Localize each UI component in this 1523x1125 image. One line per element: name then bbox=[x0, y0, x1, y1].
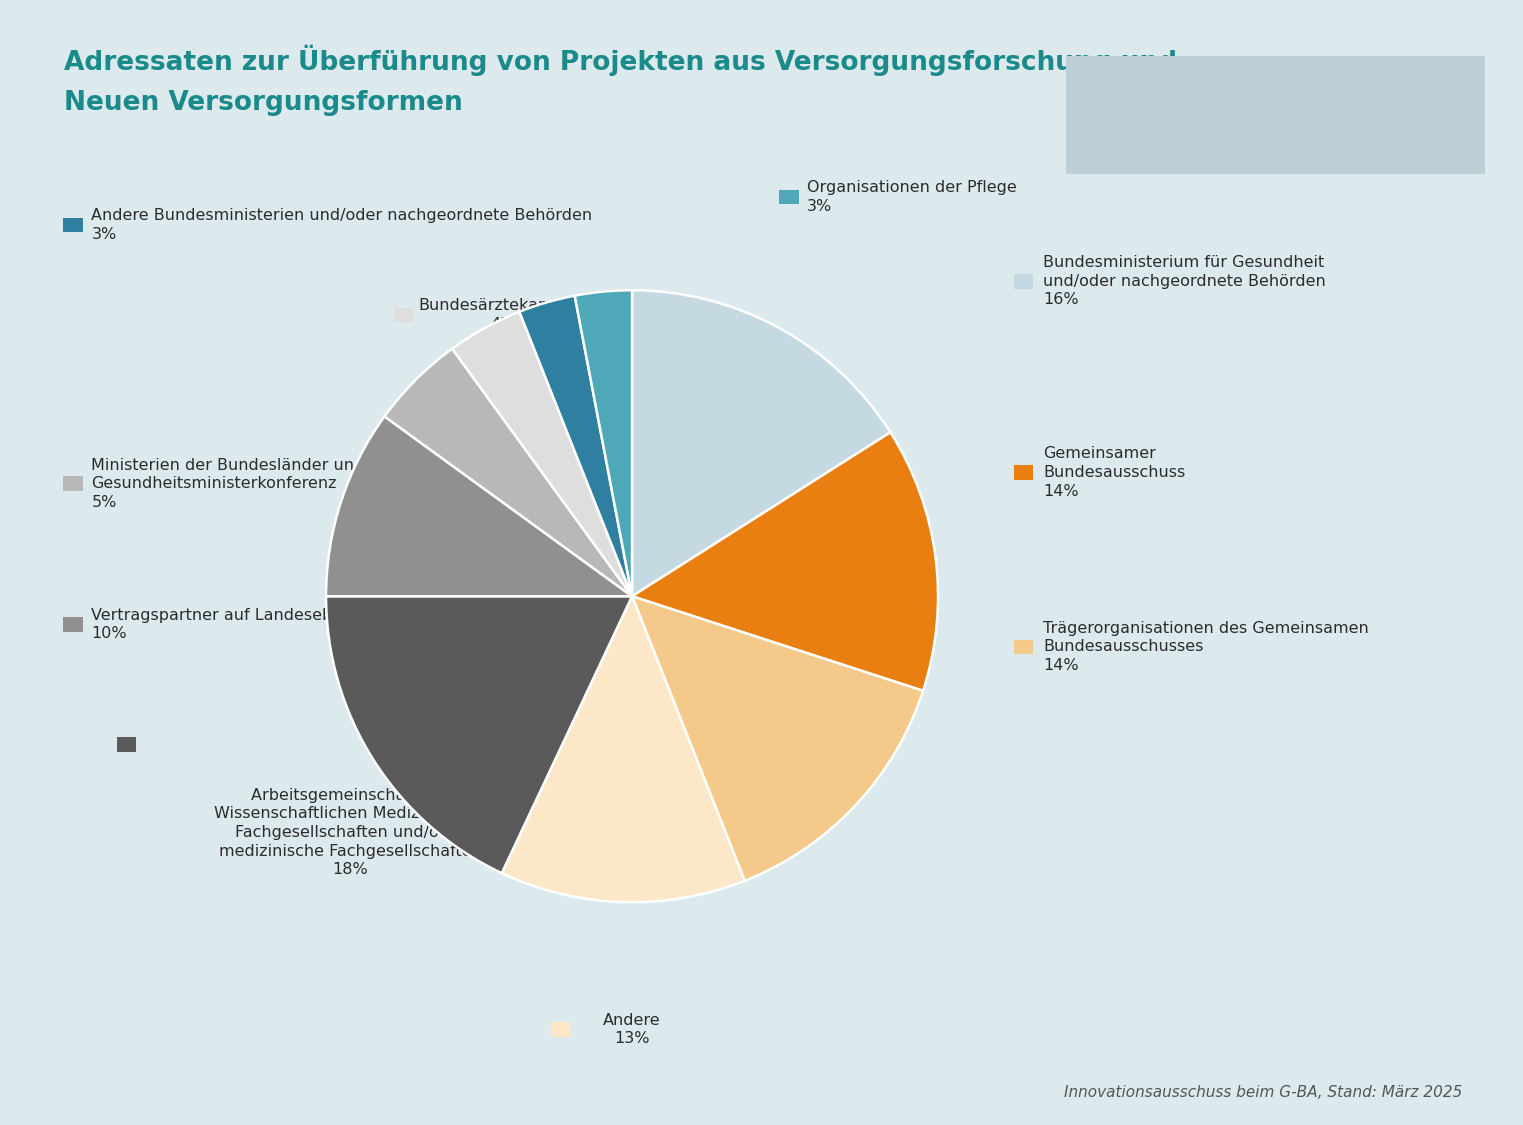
Text: Gemeinsamer
Bundesausschuss
14%: Gemeinsamer Bundesausschuss 14% bbox=[1043, 447, 1185, 498]
Text: empfohlenen Projekte: 159: empfohlenen Projekte: 159 bbox=[1084, 124, 1360, 142]
Wedge shape bbox=[632, 432, 938, 691]
Wedge shape bbox=[632, 290, 891, 596]
FancyBboxPatch shape bbox=[1066, 56, 1485, 174]
Wedge shape bbox=[452, 312, 632, 596]
Text: Trägerorganisationen des Gemeinsamen
Bundesausschusses
14%: Trägerorganisationen des Gemeinsamen Bun… bbox=[1043, 621, 1369, 673]
Wedge shape bbox=[519, 296, 632, 596]
Wedge shape bbox=[501, 596, 745, 902]
Wedge shape bbox=[326, 596, 632, 873]
Text: Adressaten zur Überführung von Projekten aus Versorgungsforschung und: Adressaten zur Überführung von Projekten… bbox=[64, 45, 1177, 76]
Wedge shape bbox=[384, 349, 632, 596]
Bar bbox=[62, 616, 82, 632]
Text: Bundesministerium für Gesundheit
und/oder nachgeordnete Behörden
16%: Bundesministerium für Gesundheit und/ode… bbox=[1043, 255, 1327, 307]
Text: Vertragspartner auf Landesebene
10%: Vertragspartner auf Landesebene 10% bbox=[91, 608, 362, 641]
Text: Arbeitsgemeinschaft der
Wissenschaftlichen Medizinischen
Fachgesellschaften und/: Arbeitsgemeinschaft der Wissenschaftlich… bbox=[215, 788, 486, 878]
Wedge shape bbox=[632, 596, 923, 881]
Bar bbox=[780, 189, 798, 205]
Text: Gesamtzahl der: Gesamtzahl der bbox=[1084, 76, 1243, 94]
Bar bbox=[393, 307, 414, 322]
Text: Bundesärztekammer
4%: Bundesärztekammer 4% bbox=[419, 298, 586, 332]
Text: Neuen Versorgungsformen: Neuen Versorgungsformen bbox=[64, 90, 463, 116]
Bar bbox=[62, 477, 82, 490]
Bar bbox=[550, 1022, 570, 1037]
Bar bbox=[62, 217, 82, 232]
Text: Organisationen der Pflege
3%: Organisationen der Pflege 3% bbox=[807, 180, 1017, 214]
Bar bbox=[1014, 639, 1033, 654]
Wedge shape bbox=[326, 416, 632, 596]
Bar bbox=[1014, 273, 1033, 288]
Text: Ministerien der Bundesländer und/oder
Gesundheitsministerkonferenz
5%: Ministerien der Bundesländer und/oder Ge… bbox=[91, 458, 407, 510]
Bar bbox=[116, 738, 137, 752]
Bar bbox=[1014, 466, 1033, 479]
Text: Andere Bundesministerien und/oder nachgeordnete Behörden
3%: Andere Bundesministerien und/oder nachge… bbox=[91, 208, 592, 242]
Text: Innovationsausschuss beim G-BA, Stand: März 2025: Innovationsausschuss beim G-BA, Stand: M… bbox=[1063, 1086, 1462, 1100]
Wedge shape bbox=[574, 290, 632, 596]
Text: Andere
13%: Andere 13% bbox=[603, 1012, 661, 1046]
